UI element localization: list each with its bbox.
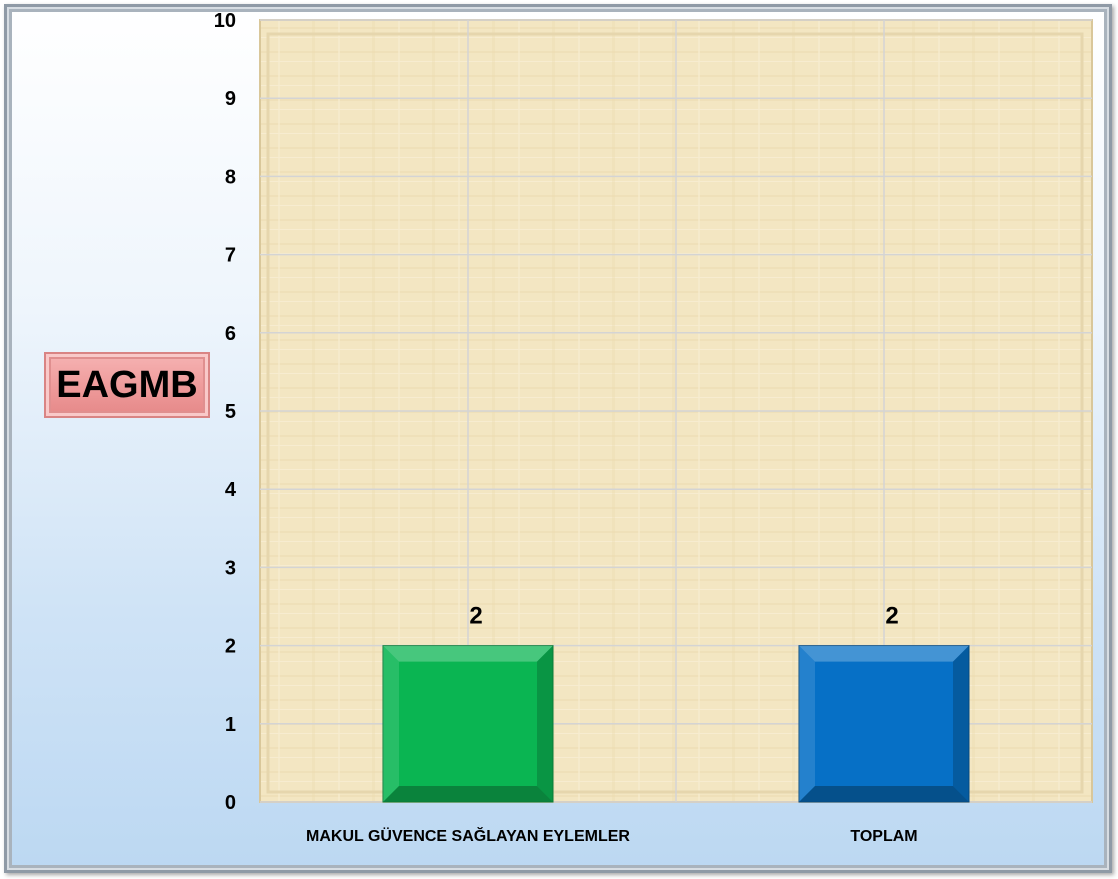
bar-bevel-bottom: [383, 786, 553, 802]
bars: [382, 645, 970, 803]
x-tick-label: MAKUL GÜVENCE SAĞLAYAN EYLEMLER: [306, 826, 630, 845]
bar-bevel-left: [799, 645, 815, 802]
bar-bevel-top: [799, 645, 969, 662]
y-tick-label: 10: [214, 10, 236, 32]
y-tick-label: 9: [225, 88, 236, 110]
y-tick-label: 1: [225, 714, 236, 736]
chart-title: EAGMB: [56, 363, 198, 406]
bar-face: [798, 645, 970, 803]
data-label: 2: [469, 603, 482, 630]
data-label: 2: [885, 603, 898, 630]
y-axis: 0 1 2 3 4 5 6 7 8 9 10: [214, 10, 237, 814]
plot-inner-bevel: [266, 32, 1084, 794]
y-tick-label: 4: [225, 479, 237, 501]
bar-bevel-bottom: [799, 786, 969, 802]
y-tick-label: 0: [225, 792, 236, 814]
bar-bevel-right: [537, 645, 553, 802]
bar: [382, 645, 554, 803]
y-tick-label: 8: [225, 166, 236, 188]
y-tick-label: 3: [225, 557, 236, 579]
x-axis: MAKUL GÜVENCE SAĞLAYAN EYLEMLER TOPLAM: [306, 826, 918, 845]
bar-bevel-top: [383, 645, 553, 662]
y-tick-label: 5: [225, 401, 236, 423]
x-tick-label: TOPLAM: [850, 828, 917, 845]
chart-title-badge: EAGMB: [44, 352, 210, 418]
bar-bevel-right: [953, 645, 969, 802]
y-tick-label: 2: [225, 636, 236, 658]
y-tick-label: 6: [225, 323, 236, 345]
bar-bevel-left: [383, 645, 399, 802]
y-tick-label: 7: [225, 245, 236, 267]
bar: [798, 645, 970, 803]
bar-face: [382, 645, 554, 803]
